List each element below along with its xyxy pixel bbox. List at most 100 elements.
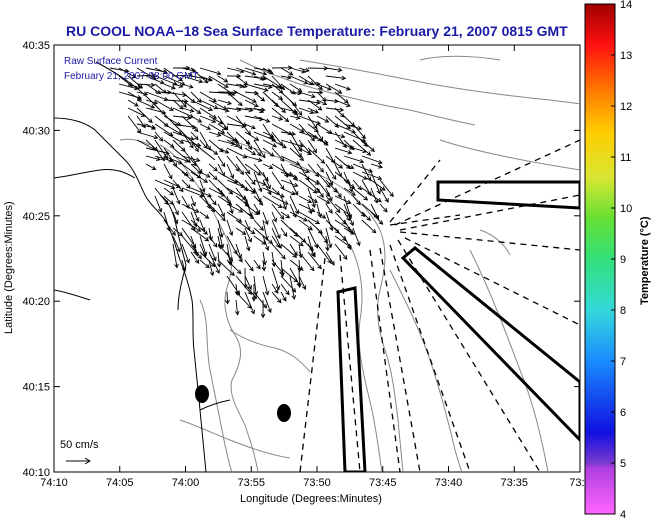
current-vector [298,275,307,290]
current-vector [316,195,331,204]
current-vector [262,291,272,314]
current-vector [127,99,139,107]
current-vector [172,115,192,121]
current-vector [262,67,274,75]
current-vector [262,83,284,90]
current-vector [235,163,245,176]
current-vector [244,171,256,186]
current-vector [280,179,299,188]
current-vector [298,179,318,194]
current-vector [361,163,371,182]
current-vector [325,203,333,214]
current-vector [280,219,299,237]
scale-label: 50 cm/s [60,439,99,451]
current-vector [253,219,264,231]
map-panel [53,44,581,473]
current-vector [370,163,383,169]
current-vector [316,139,329,145]
current-vector [262,195,283,208]
current-vector [325,147,336,165]
current-vector [271,115,284,121]
current-vector [352,171,368,180]
current-vector [352,227,361,247]
current-vector [325,211,334,232]
current-vector [244,123,256,130]
current-vector [325,83,343,94]
coastline [54,61,231,472]
current-vector [307,203,313,215]
current-vector [208,147,219,155]
colorbar-tick-label: 10 [620,203,632,215]
current-vector [190,251,200,264]
current-vector [298,147,313,156]
current-vector [325,195,341,214]
current-vector [163,187,175,196]
y-axis-ticks: 40:35 40:30 40:25 40:20 40:15 40:10 [22,40,580,479]
current-vector [280,283,290,296]
current-vector [136,91,149,96]
current-vector [127,83,142,90]
current-vector [361,171,383,181]
current-vector [136,82,156,88]
current-vector [307,219,323,234]
current-vector [199,99,219,110]
current-vector [208,251,220,274]
y-axis-label: Latitude (Degrees:Minutes) [3,201,15,334]
current-vector [235,219,256,235]
current-vector [262,211,269,226]
current-vector [271,235,281,249]
current-vector [307,107,319,114]
current-vector [190,171,209,183]
current-vector [307,123,319,133]
current-vector [163,155,183,165]
current-vector [361,139,375,153]
current-vector [163,139,175,148]
current-vector [316,171,331,188]
colorbar-tick-label: 12 [620,101,632,113]
colorbar-tick-label: 13 [620,50,632,62]
current-vector [181,99,202,115]
current-vector [334,123,356,134]
current-vector [271,219,281,240]
y-tick-label: 40:30 [22,125,50,137]
current-vector [181,67,197,73]
current-vector [271,65,293,70]
current-vector [154,179,176,190]
current-vector [316,131,324,142]
station-marker-2[interactable] [277,404,291,422]
current-vector [271,99,286,114]
current-vector [298,171,320,185]
current-vector [298,107,315,115]
current-vector [289,163,310,174]
current-vector [181,195,190,210]
current-vector [226,155,240,172]
current-vector [271,243,286,260]
current-vector [253,75,265,81]
current-vector [217,179,234,195]
current-vector [334,115,352,130]
current-vector [190,203,200,223]
current-vector [334,99,351,108]
current-vector [289,147,305,162]
current-vector [253,291,268,309]
current-vector [172,131,195,141]
current-vector [253,91,266,102]
current-vector [307,243,316,258]
current-vector [127,91,143,101]
current-vector [181,75,204,84]
current-vector [217,155,226,168]
current-vector [172,123,197,130]
current-vector [199,251,216,268]
current-vector [370,179,386,191]
current-vector [226,203,244,213]
current-vector [343,163,355,170]
current-vector [352,163,373,173]
station-marker-1[interactable] [195,385,209,403]
x-axis-ticks: 74:10 74:05 74:00 73:55 73:50 73:45 73:40 73:35… [40,45,591,489]
current-vector [172,187,181,205]
current-vector [325,251,335,266]
current-vector [370,211,384,225]
current-vector [181,171,195,182]
current-vector [199,115,217,123]
current-vector [145,75,165,85]
